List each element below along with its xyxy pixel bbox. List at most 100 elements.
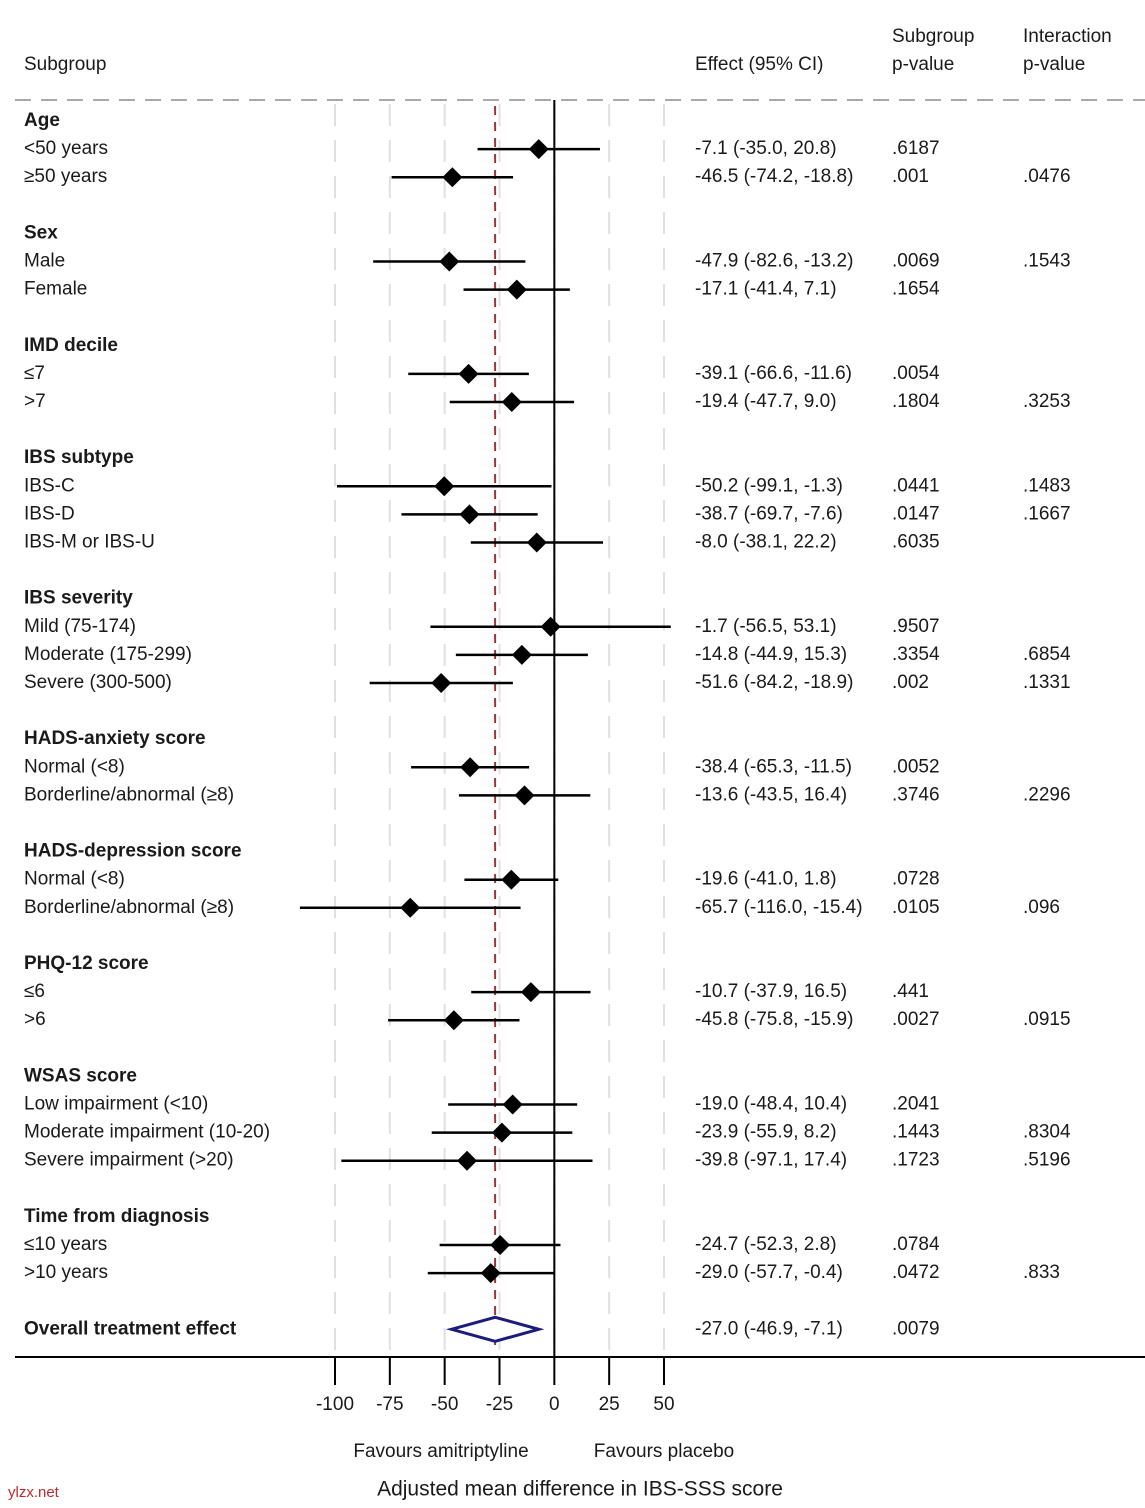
row-label: >10 years <box>24 1262 108 1283</box>
row-label: Mild (75-174) <box>24 616 136 637</box>
row-label: ≤7 <box>24 363 45 384</box>
effect-label: -39.8 (-97.1, 17.4) <box>695 1150 847 1171</box>
interaction-p: .1331 <box>1023 672 1071 693</box>
effect-label: -50.2 (-99.1, -1.3) <box>695 475 843 496</box>
estimate-marker <box>459 504 480 525</box>
effect-label: -45.8 (-75.8, -15.9) <box>695 1009 853 1030</box>
interaction-p: .2296 <box>1023 784 1071 805</box>
row-label: <50 years <box>24 138 108 159</box>
row-label: IBS-C <box>24 475 75 496</box>
subgroup-p: .1654 <box>892 279 940 300</box>
subgroup-p: .1443 <box>892 1122 940 1143</box>
estimate-marker <box>434 476 455 497</box>
estimate-marker <box>502 1094 523 1115</box>
effect-label: -46.5 (-74.2, -18.8) <box>695 166 853 187</box>
group-label: IBS subtype <box>24 447 134 468</box>
subgroup-p: .3354 <box>892 644 940 665</box>
subgroup-p: .0027 <box>892 1009 940 1030</box>
estimate-marker <box>511 644 532 665</box>
x-tick-label: 50 <box>653 1394 674 1415</box>
watermark: ylzx.net <box>8 1484 60 1501</box>
effect-label: -39.1 (-66.6, -11.6) <box>695 363 852 384</box>
effect-label: -65.7 (-116.0, -15.4) <box>695 897 863 918</box>
group-label: HADS-depression score <box>24 841 242 862</box>
row-label: IBS-D <box>24 503 75 524</box>
estimate-marker <box>526 532 547 553</box>
row-label: Borderline/abnormal (≥8) <box>24 897 234 918</box>
effect-label: -51.6 (-84.2, -18.9) <box>695 672 853 693</box>
effect-label: -38.7 (-69.7, -7.6) <box>695 503 843 524</box>
effect-label: -24.7 (-52.3, 2.8) <box>695 1234 837 1255</box>
estimate-marker <box>514 785 535 806</box>
subgroup-p: .0079 <box>892 1318 940 1339</box>
subgroup-p: .001 <box>892 166 929 187</box>
subgroup-p: .1723 <box>892 1150 940 1171</box>
column-header: Interaction <box>1023 26 1112 47</box>
estimate-marker <box>501 392 522 412</box>
row-label: Moderate (175-299) <box>24 644 192 665</box>
effect-label: -27.0 (-46.9, -7.1) <box>695 1318 843 1339</box>
estimate-marker <box>501 869 522 890</box>
subgroup-p: .0105 <box>892 897 940 918</box>
row-label: Severe (300-500) <box>24 672 172 693</box>
interaction-p: .1483 <box>1023 475 1071 496</box>
row-label: ≤6 <box>24 981 45 1002</box>
subgroup-p: .0147 <box>892 503 940 524</box>
estimate-marker <box>431 673 452 693</box>
interaction-p: .096 <box>1023 897 1060 918</box>
effect-label: -38.4 (-65.3, -11.5) <box>695 756 852 777</box>
x-tick-label: 0 <box>549 1394 560 1415</box>
x-axis-title: Adjusted mean difference in IBS-SSS scor… <box>377 1478 783 1501</box>
x-tick-label: -75 <box>376 1394 403 1415</box>
row-label: Borderline/abnormal (≥8) <box>24 784 234 805</box>
effect-label: -47.9 (-82.6, -13.2) <box>695 251 853 272</box>
effect-label: -19.0 (-48.4, 10.4) <box>695 1094 847 1115</box>
effect-label: -19.4 (-47.7, 9.0) <box>695 391 837 412</box>
subgroup-p: .0728 <box>892 869 940 890</box>
estimate-marker <box>458 363 479 384</box>
estimate-marker <box>457 1150 478 1171</box>
subgroup-p: .441 <box>892 981 929 1002</box>
favours-label: Favours amitriptyline <box>353 1441 528 1462</box>
effect-label: -7.1 (-35.0, 20.8) <box>695 138 837 159</box>
interaction-p: .0915 <box>1023 1009 1071 1030</box>
estimate-marker <box>506 279 527 300</box>
effect-label: -19.6 (-41.0, 1.8) <box>695 869 837 890</box>
interaction-p: .1667 <box>1023 503 1071 524</box>
estimate-marker <box>400 897 421 918</box>
interaction-p: .1543 <box>1023 251 1071 272</box>
estimate-marker <box>491 1122 512 1143</box>
interaction-p: .3253 <box>1023 391 1071 412</box>
subgroup-p: .0069 <box>892 251 940 272</box>
row-label: >6 <box>24 1009 46 1030</box>
estimate-marker <box>480 1263 501 1284</box>
estimate-marker <box>490 1235 511 1255</box>
column-header: Subgroup <box>892 26 974 47</box>
effect-label: -14.8 (-44.9, 15.3) <box>695 644 847 665</box>
column-header: Subgroup <box>24 54 106 75</box>
group-label: WSAS score <box>24 1065 137 1086</box>
overall-label: Overall treatment effect <box>24 1318 237 1339</box>
estimate-marker <box>460 757 481 778</box>
group-label: IBS severity <box>24 588 133 609</box>
interaction-p: .833 <box>1023 1262 1060 1283</box>
row-label: Male <box>24 251 65 272</box>
subgroup-p: .0441 <box>892 475 940 496</box>
row-label: Moderate impairment (10-20) <box>24 1122 270 1143</box>
effect-label: -23.9 (-55.9, 8.2) <box>695 1122 837 1143</box>
estimate-marker <box>540 616 561 637</box>
interaction-p: .8304 <box>1023 1122 1071 1143</box>
row-label: >7 <box>24 391 46 412</box>
interaction-p: .0476 <box>1023 166 1071 187</box>
estimate-marker <box>442 167 463 188</box>
effect-label: -1.7 (-56.5, 53.1) <box>695 616 837 637</box>
subgroup-p: .1804 <box>892 391 940 412</box>
x-tick-label: -25 <box>486 1394 513 1415</box>
effect-label: -13.6 (-43.5, 16.4) <box>695 784 847 805</box>
favours-label: Favours placebo <box>594 1441 734 1462</box>
row-label: ≥50 years <box>24 166 107 187</box>
group-label: Time from diagnosis <box>24 1206 209 1227</box>
